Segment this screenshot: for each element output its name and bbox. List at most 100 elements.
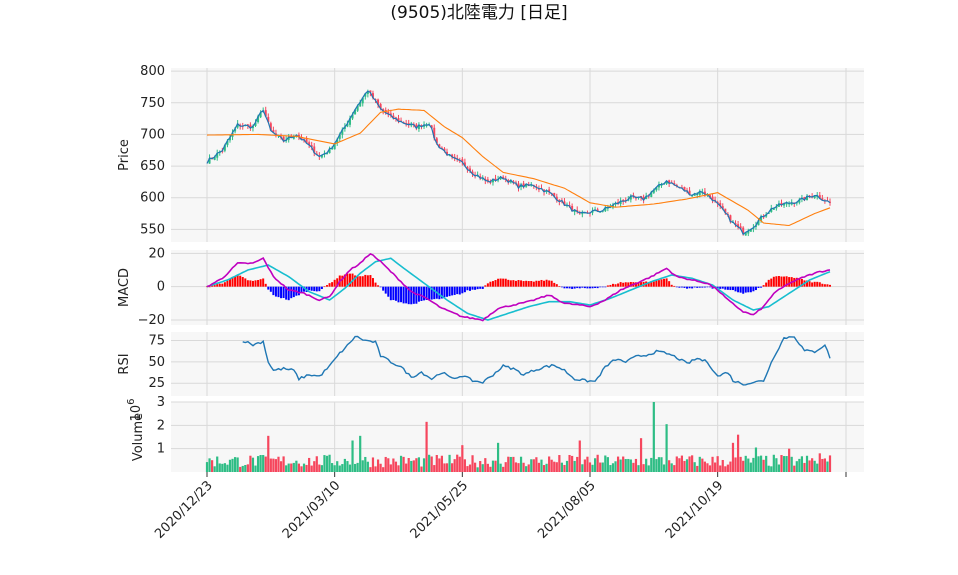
macd-histogram-bar [440, 286, 443, 299]
y-tick-label-macd: 20 [148, 246, 165, 261]
y-tick-label-price: 700 [140, 127, 165, 142]
candle-body [410, 124, 413, 126]
volume-bar [583, 459, 586, 472]
macd-histogram-bar [244, 278, 247, 287]
macd-histogram-bar [218, 283, 221, 287]
volume-bar [673, 465, 676, 472]
volume-bar [320, 465, 323, 472]
macd-histogram-bar [216, 284, 219, 287]
volume-bar [290, 463, 293, 472]
macd-histogram-bar [341, 275, 344, 287]
macd-histogram-bar [527, 281, 530, 287]
volume-bar [216, 456, 219, 472]
candle-body [719, 203, 722, 206]
y-tick-label-volume: 1 [157, 442, 165, 457]
volume-bar [382, 467, 385, 472]
macd-histogram-bar [371, 278, 374, 287]
macd-histogram-bar [693, 286, 696, 288]
macd-histogram-bar [785, 276, 788, 287]
macd-histogram-bar [484, 285, 487, 287]
y-tick-label-price: 550 [140, 222, 165, 237]
volume-bar [410, 460, 413, 472]
macd-histogram-bar [481, 286, 484, 289]
macd-histogram-bar [780, 276, 783, 287]
volume-bar [790, 456, 793, 472]
volume-bar [420, 466, 423, 472]
y-tick-label-rsi: 75 [148, 334, 165, 349]
macd-histogram-bar [811, 282, 814, 287]
macd-histogram-bar [747, 286, 750, 293]
macd-histogram-bar [410, 286, 413, 305]
candle-body [683, 186, 686, 191]
volume-bar [591, 464, 594, 472]
volume-bar [476, 467, 479, 472]
candle-body [415, 124, 418, 129]
macd-histogram-bar [280, 286, 283, 299]
volume-bar [642, 464, 645, 472]
volume-bar [389, 464, 392, 472]
volume-bar [399, 455, 403, 472]
volume-bar [262, 455, 265, 472]
volume-bar [422, 458, 426, 472]
macd-histogram-bar [277, 286, 280, 298]
macd-histogram-bar [754, 286, 757, 291]
volume-bar [251, 457, 255, 472]
volume-bar [228, 459, 232, 472]
volume-bar [678, 458, 681, 472]
candle-body [747, 230, 750, 234]
volume-bar [609, 465, 612, 472]
volume-bar [624, 459, 627, 472]
volume-bar [496, 442, 500, 472]
candle-body [361, 97, 364, 104]
volume-bar [359, 435, 362, 472]
macd-histogram-bar [425, 286, 428, 300]
candle-body [803, 197, 806, 201]
candle-body [226, 140, 229, 146]
macd-histogram-bar [719, 286, 722, 289]
macd-histogram-bar [443, 286, 446, 298]
candle-body [371, 93, 374, 98]
macd-histogram-bar [540, 279, 543, 287]
volume-bar [417, 457, 421, 472]
macd-histogram-bar [446, 286, 449, 297]
volume-bar [356, 462, 359, 472]
volume-bar [785, 456, 788, 472]
macd-histogram-bar [543, 280, 546, 287]
volume-bar [211, 460, 214, 472]
candle-body [382, 109, 385, 111]
macd-histogram-bar [683, 286, 686, 288]
macd-histogram-bar [221, 283, 224, 287]
candle-body [806, 196, 809, 201]
volume-bar [249, 455, 252, 472]
macd-histogram-bar [211, 285, 214, 287]
volume-bar [548, 456, 551, 472]
volume-bar [780, 455, 783, 472]
volume-bar [716, 456, 719, 472]
volume-bar [599, 462, 602, 472]
volume-bar [226, 464, 229, 472]
candle-body [269, 123, 272, 131]
volume-bar [328, 454, 331, 472]
candle-body [777, 203, 780, 207]
volume-bar [246, 464, 249, 472]
volume-bar [532, 459, 535, 472]
macd-histogram-bar [474, 286, 477, 290]
macd-histogram-bar [379, 286, 382, 288]
macd-histogram-bar [647, 282, 650, 287]
macd-histogram-bar [326, 285, 329, 287]
candle-body [208, 158, 211, 164]
macd-histogram-bar [744, 286, 747, 293]
volume-bar [596, 454, 599, 472]
macd-histogram-bar [808, 281, 811, 287]
volume-bar [729, 461, 732, 472]
volume-bar [680, 455, 684, 472]
volume-bar [530, 459, 533, 472]
macd-histogram-bar [622, 282, 625, 287]
macd-histogram-bar [489, 281, 492, 287]
candle-body [818, 195, 821, 199]
volume-bar [494, 460, 497, 472]
volume-bar [313, 461, 316, 472]
candle-body [545, 190, 548, 192]
candle-body [703, 191, 706, 195]
candle-body [461, 159, 464, 162]
